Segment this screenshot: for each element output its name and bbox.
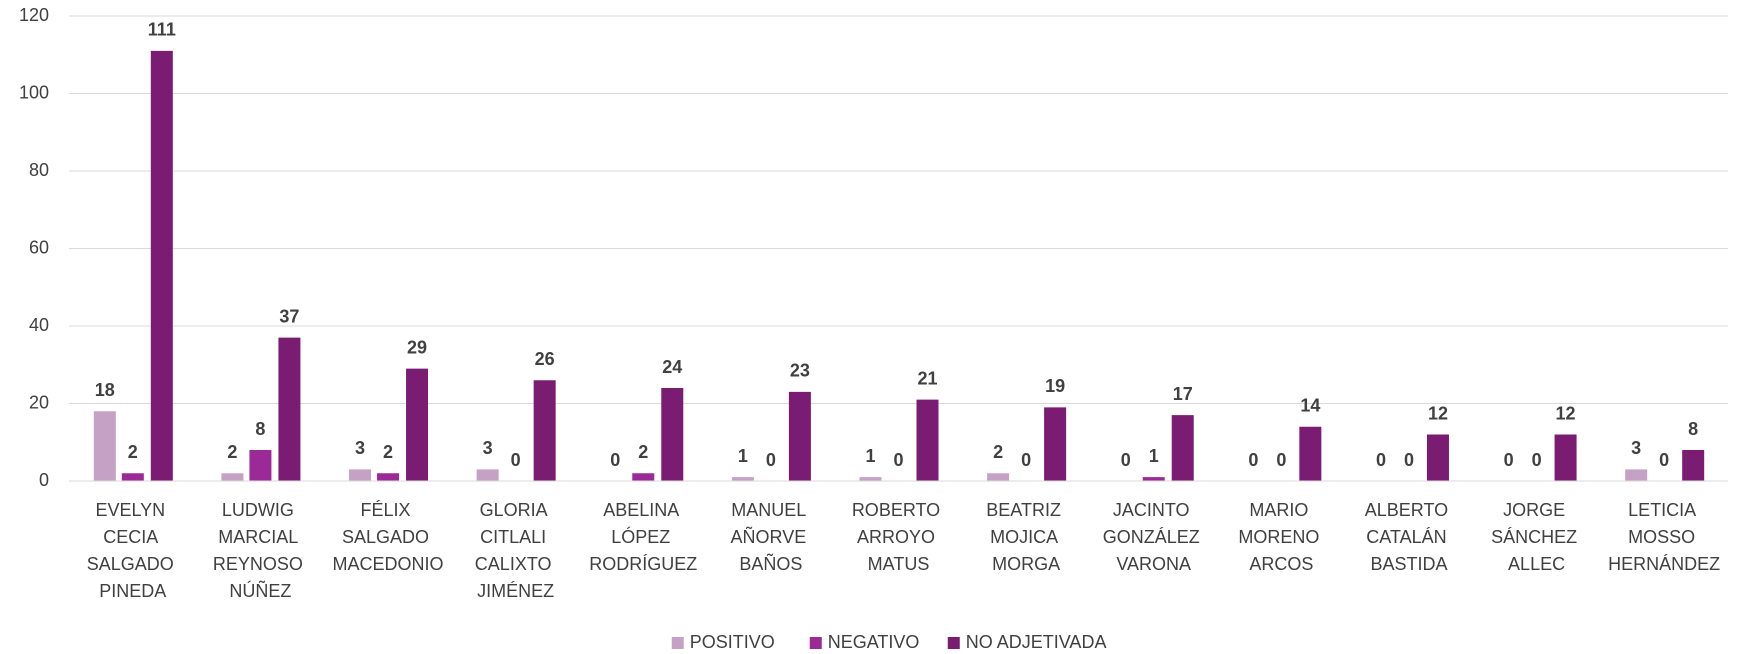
value-label: 14 — [1300, 396, 1320, 416]
bar — [476, 469, 499, 481]
legend-swatch — [947, 637, 960, 649]
bar — [661, 388, 684, 481]
value-label: 0 — [1276, 450, 1286, 470]
x-tick-label: JACINTO GONZÁLEZ VARONA — [1103, 500, 1205, 574]
value-label: 0 — [766, 450, 776, 470]
value-label: 2 — [128, 442, 138, 462]
legend-label: NO ADJETIVADA — [966, 632, 1107, 652]
value-label: 18 — [95, 380, 115, 400]
bar — [916, 399, 939, 481]
value-label: 12 — [1428, 403, 1448, 423]
x-tick-label: MANUEL AÑORVE BAÑOS — [731, 500, 812, 574]
y-tick-label: 80 — [29, 160, 49, 180]
value-label: 37 — [279, 306, 299, 326]
x-tick-label: BEATRIZ MOJICA MORGA — [986, 500, 1066, 574]
legend-label: NEGATIVO — [828, 632, 920, 652]
bar — [1299, 426, 1322, 481]
value-label: 0 — [1121, 450, 1131, 470]
value-label: 3 — [483, 438, 493, 458]
value-label: 1 — [738, 446, 748, 466]
value-label: 0 — [1376, 450, 1386, 470]
y-tick-label: 100 — [19, 82, 49, 102]
bar — [731, 477, 754, 481]
value-label: 1 — [865, 446, 875, 466]
bar — [632, 473, 655, 481]
bar — [121, 473, 144, 481]
value-label: 3 — [1631, 438, 1641, 458]
value-label: 1 — [1149, 446, 1159, 466]
x-tick-label: GLORIA CITLALI CALIXTO JIMÉNEZ — [475, 500, 557, 601]
value-label: 21 — [917, 368, 937, 388]
value-label: 0 — [1248, 450, 1258, 470]
x-tick-label: EVELYN CECIA SALGADO PINEDA — [87, 500, 179, 601]
value-label: 12 — [1556, 403, 1576, 423]
bar — [987, 473, 1010, 481]
bar — [1682, 450, 1705, 481]
value-label: 0 — [1504, 450, 1514, 470]
bar — [533, 380, 556, 481]
bar — [377, 473, 400, 481]
y-tick-label: 120 — [19, 5, 49, 25]
value-label: 0 — [1404, 450, 1414, 470]
bar — [349, 469, 372, 481]
y-tick-label: 0 — [39, 470, 49, 490]
x-tick-label: MARIO MORENO ARCOS — [1238, 500, 1324, 574]
value-label: 2 — [383, 442, 393, 462]
bar — [1142, 477, 1165, 481]
value-label: 8 — [1688, 419, 1698, 439]
value-label: 2 — [227, 442, 237, 462]
x-tick-label: ALBERTO CATALÁN BASTIDA — [1365, 500, 1453, 574]
bar — [1171, 415, 1194, 481]
y-tick-label: 60 — [29, 237, 49, 257]
bar — [406, 368, 429, 481]
value-label: 8 — [255, 419, 265, 439]
bar — [93, 411, 116, 481]
value-label: 29 — [407, 337, 427, 357]
value-label: 19 — [1045, 376, 1065, 396]
value-label: 111 — [148, 20, 176, 40]
bar — [221, 473, 244, 481]
bar — [249, 450, 272, 481]
value-label: 0 — [1659, 450, 1669, 470]
x-tick-label: LETICIA MOSSO HERNÁNDEZ — [1608, 500, 1720, 574]
bar — [788, 391, 811, 481]
value-label: 26 — [535, 349, 555, 369]
value-label: 2 — [638, 442, 648, 462]
value-label: 2 — [993, 442, 1003, 462]
value-label: 17 — [1173, 384, 1193, 404]
bar — [1625, 469, 1648, 481]
value-label: 24 — [662, 357, 682, 377]
legend-label: POSITIVO — [690, 632, 775, 652]
legend-swatch — [671, 637, 684, 649]
value-label: 23 — [790, 361, 810, 381]
value-label: 0 — [1021, 450, 1031, 470]
value-label: 0 — [610, 450, 620, 470]
value-label: 3 — [355, 438, 365, 458]
bar — [859, 477, 882, 481]
value-label: 0 — [1532, 450, 1542, 470]
x-tick-label: LUDWIG MARCIAL REYNOSO NÚÑEZ — [213, 500, 308, 601]
legend-swatch — [809, 637, 822, 649]
bar — [1426, 434, 1449, 481]
value-label: 0 — [511, 450, 521, 470]
y-tick-label: 40 — [29, 315, 49, 335]
bar — [1044, 407, 1067, 481]
x-tick-label: FÉLIX SALGADO MACEDONIO — [333, 500, 444, 574]
bar — [278, 337, 301, 481]
x-tick-label: ROBERTO ARROYO MATUS — [852, 500, 945, 574]
x-tick-label: ABELINA LÓPEZ RODRÍGUEZ — [589, 500, 697, 574]
bar — [150, 50, 173, 481]
bar — [1554, 434, 1577, 481]
value-label: 0 — [893, 450, 903, 470]
x-tick-label: JORGE SÁNCHEZ ALLEC — [1491, 500, 1582, 574]
y-tick-label: 20 — [29, 392, 49, 412]
